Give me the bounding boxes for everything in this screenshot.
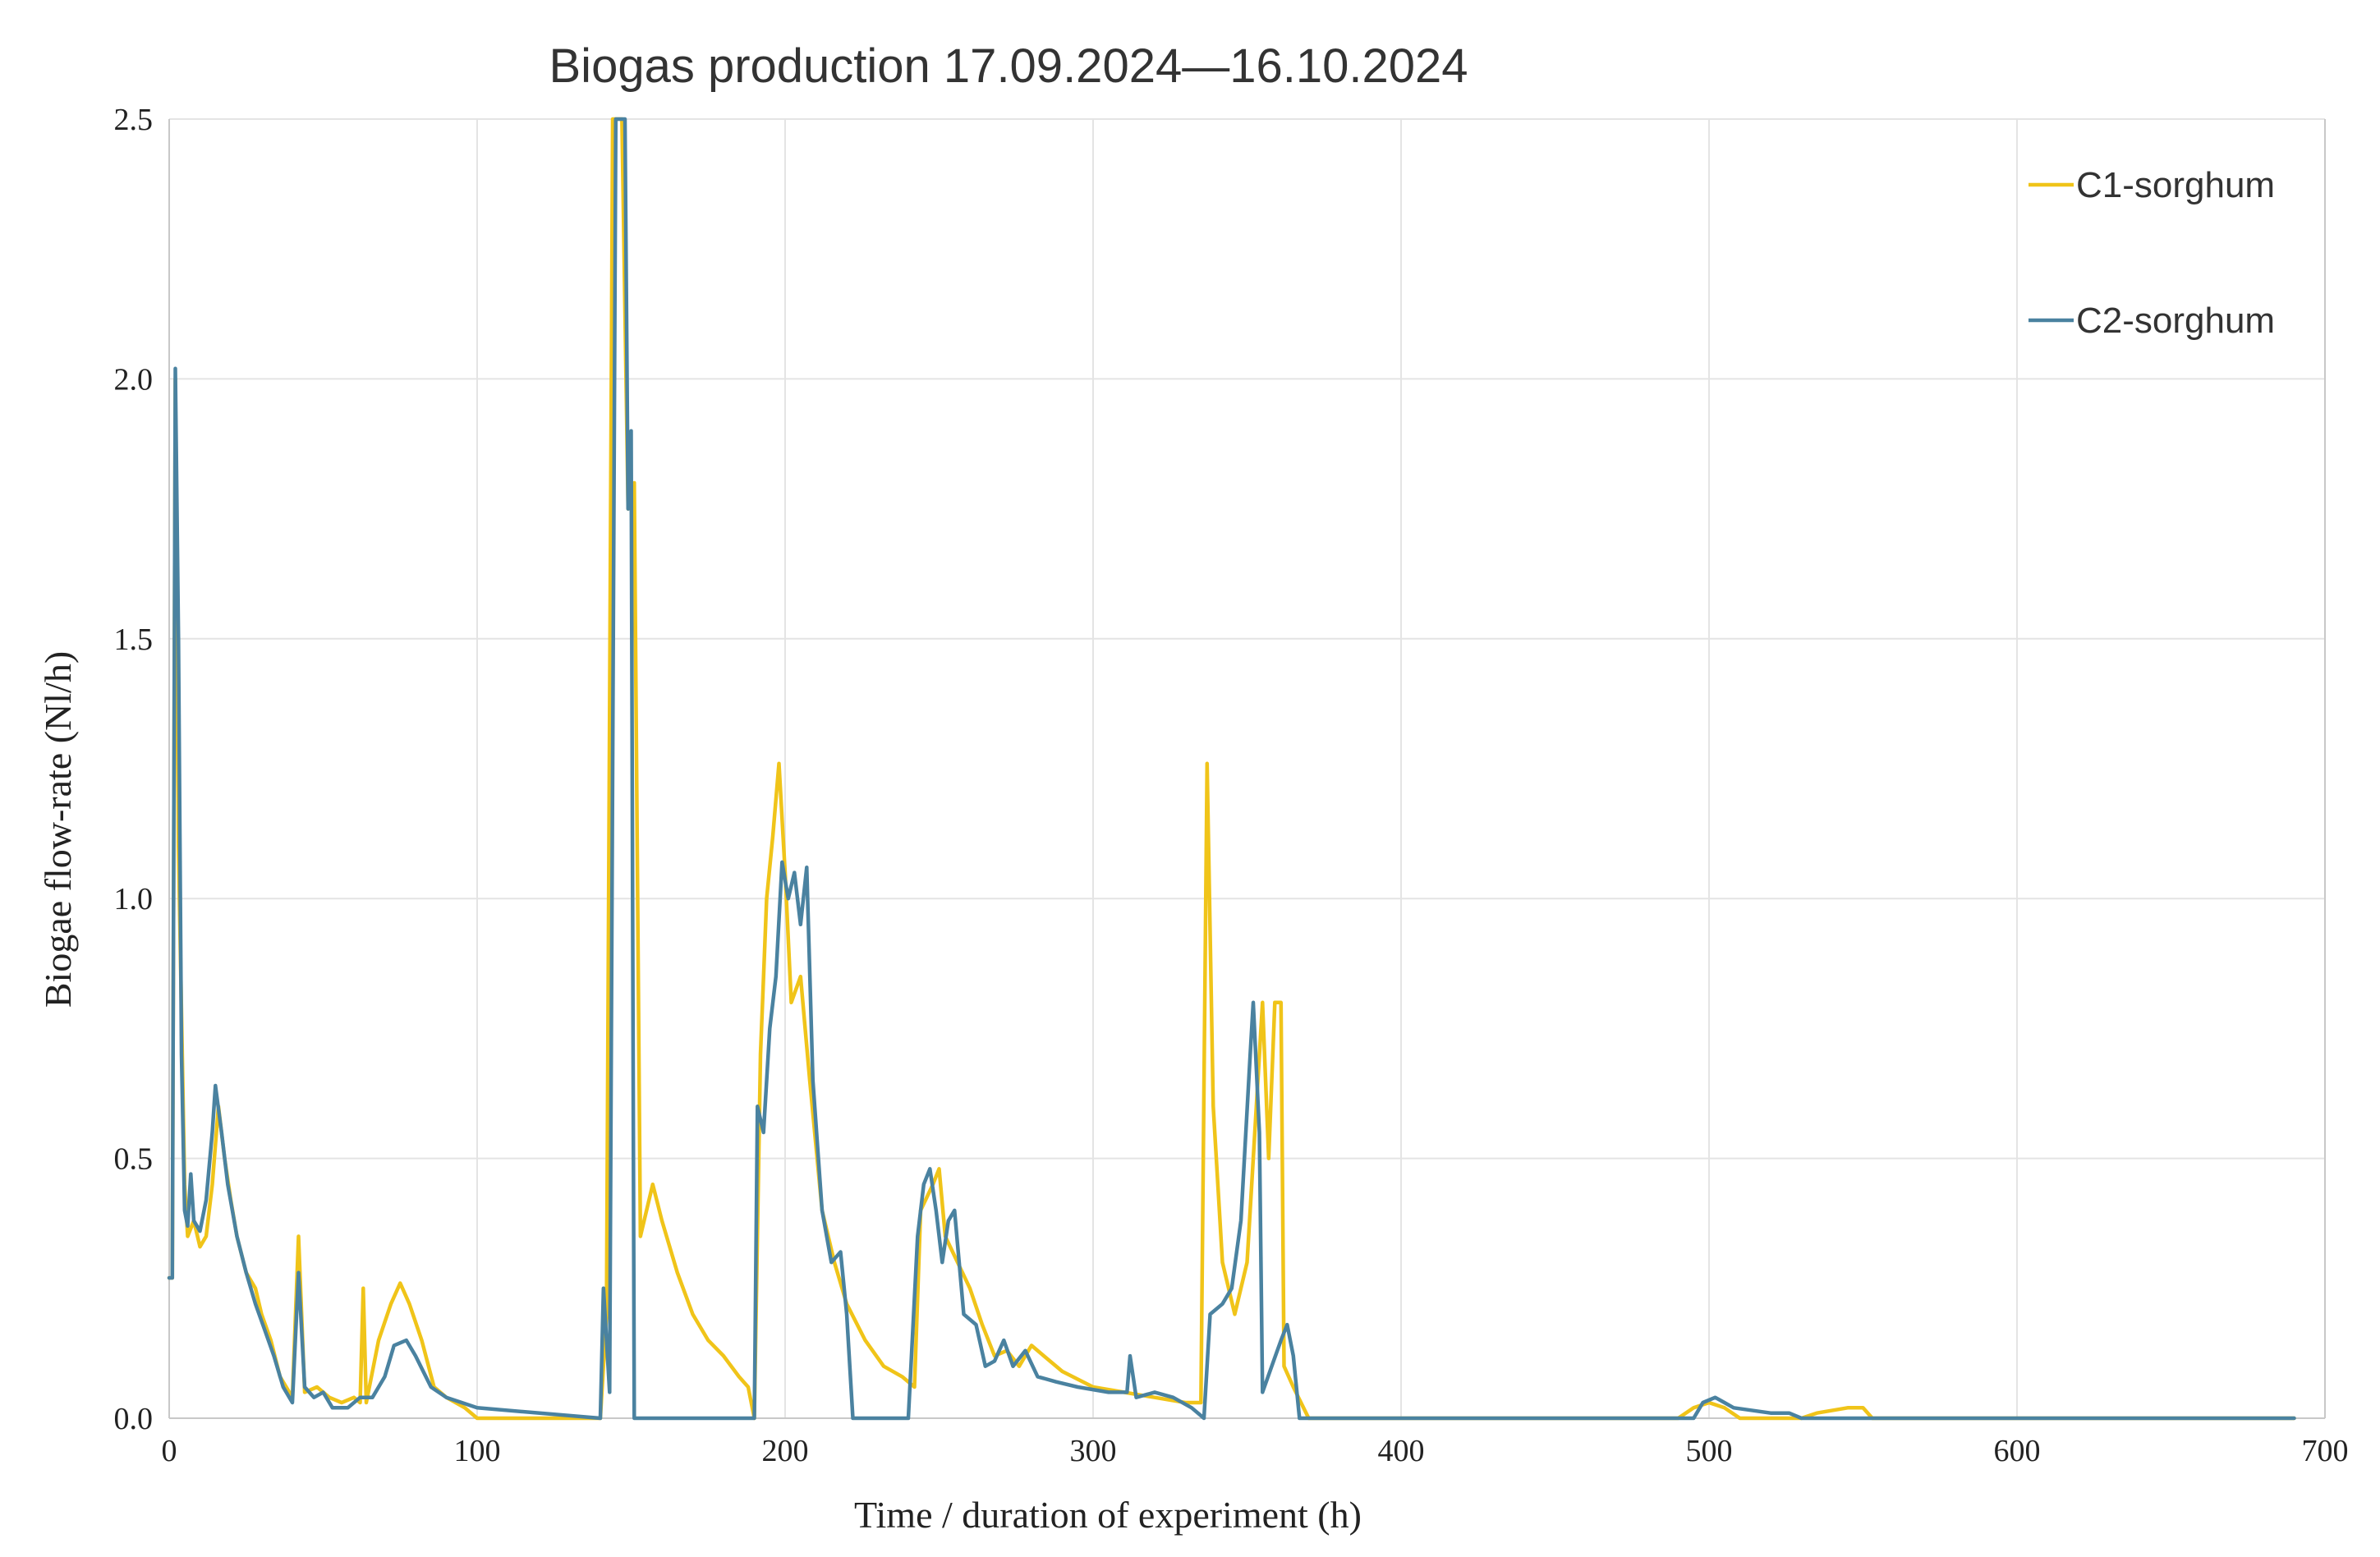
legend: C1-sorghum C2-sorghum <box>2029 165 2275 341</box>
x-tick-label: 400 <box>1378 1434 1425 1468</box>
x-tick-label: 0 <box>162 1434 177 1468</box>
axes <box>168 119 2326 1419</box>
y-tick-label: 1.5 <box>114 622 154 657</box>
legend-label-1: C1-sorghum <box>2076 165 2275 205</box>
y-tick-label: 0.0 <box>114 1402 154 1436</box>
x-tick-label: 200 <box>762 1434 809 1468</box>
y-tick-label: 2.0 <box>114 362 154 397</box>
series-lines <box>167 117 2296 1421</box>
x-axis-label: Time / duration of experiment (h) <box>854 1494 1362 1536</box>
y-tick-label: 1.0 <box>114 882 154 916</box>
x-tick-label: 500 <box>1686 1434 1733 1468</box>
y-axis-label: Biogae flow-rate (Nl/h) <box>37 651 79 1008</box>
y-tick-label: 0.5 <box>114 1142 154 1177</box>
tick-labels: 0 100 200 300 400 500 600 700 0.0 0.5 1.0 1.5 2.0 2.5 <box>114 103 2349 1468</box>
x-tick-label: 600 <box>1994 1434 2041 1468</box>
legend-label-2: C2-sorghum <box>2076 301 2275 341</box>
series-line-2 <box>167 117 2296 1421</box>
x-tick-label: 700 <box>2302 1434 2349 1468</box>
x-tick-label: 100 <box>454 1434 501 1468</box>
grid <box>169 118 2325 1418</box>
series-line-1 <box>167 117 2296 1421</box>
y-tick-label: 2.5 <box>114 103 154 137</box>
x-tick-label: 300 <box>1070 1434 1117 1468</box>
chart-title: Biogas production 17.09.2024—16.10.2024 <box>549 39 1468 93</box>
